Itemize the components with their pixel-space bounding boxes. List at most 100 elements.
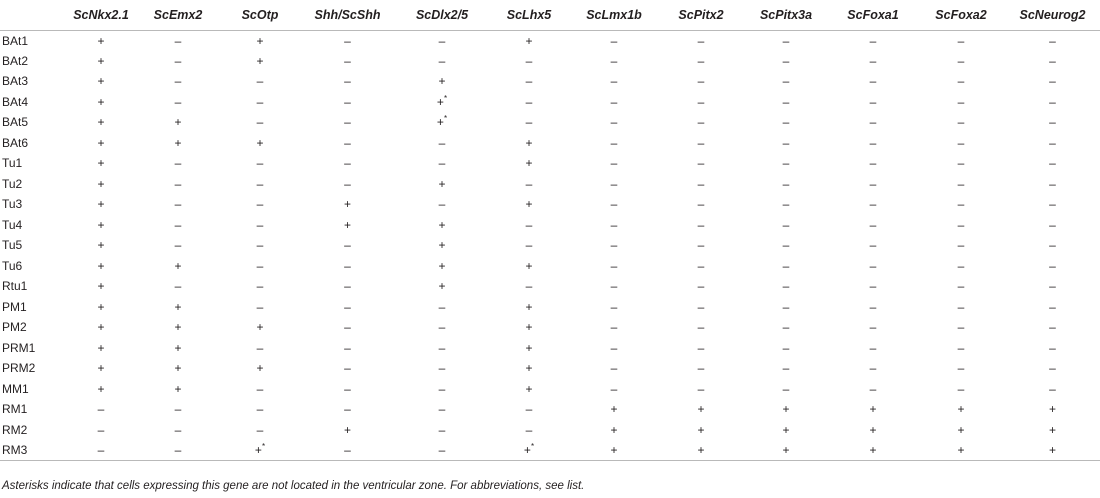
- header-row: ScNkx2.1 ScEmx2 ScOtp Shh/ScShh ScDlx2/5 ScLh…: [0, 0, 1100, 31]
- table-cell: –: [174, 422, 182, 437]
- table-cell: –: [97, 402, 105, 417]
- table-cell: +: [525, 361, 533, 376]
- table-cell: –: [1049, 217, 1056, 232]
- table-cell: –: [697, 115, 705, 130]
- row-label: RM1: [2, 402, 28, 417]
- table-cell: –: [869, 238, 877, 253]
- table-cell: –: [525, 115, 533, 130]
- expression-table: ScNkx2.1 ScEmx2 ScOtp Shh/ScShh ScDlx2/5 ScLh…: [0, 0, 1100, 461]
- table-cell: –: [344, 299, 351, 314]
- table-cell: –: [1049, 320, 1056, 335]
- table-cell: –: [869, 74, 877, 89]
- table-cell: –: [782, 279, 790, 294]
- table-cell: +: [97, 115, 105, 130]
- table-cell: –: [174, 53, 182, 68]
- column-header: ScPitx3a: [743, 0, 829, 31]
- table-cell: –: [610, 299, 618, 314]
- table-cell: –: [782, 197, 790, 212]
- table-cell: –: [1049, 53, 1056, 68]
- table-cell: +: [569, 440, 659, 461]
- table-cell: +: [343, 217, 351, 232]
- table-cell: –: [869, 176, 877, 191]
- table-row: BAt6 + + + – – + – – – – – –: [0, 133, 1100, 154]
- table-row: BAt2 + – + – – – – – – – – –: [0, 51, 1100, 72]
- cell-value: +: [254, 443, 262, 457]
- cell-value: +: [436, 115, 444, 130]
- table-cell: –: [782, 258, 790, 273]
- table-cell: –: [438, 135, 446, 150]
- table-cell: –: [610, 381, 618, 396]
- table-cell: +: [782, 402, 790, 417]
- table-cell: +: [343, 422, 351, 437]
- table-cell: –: [869, 135, 877, 150]
- table-cell: –: [697, 381, 705, 396]
- table-row: BAt4 + – – – +* – – – – – – –: [0, 92, 1100, 113]
- table-cell: –: [256, 258, 264, 273]
- row-label: Rtu1: [2, 279, 28, 294]
- table-cell: +: [174, 299, 182, 314]
- table-cell: +: [525, 135, 533, 150]
- table-cell: –: [782, 238, 790, 253]
- table-cell: –: [344, 176, 351, 191]
- table-cell: –: [344, 361, 351, 376]
- table-cell: –: [438, 156, 446, 171]
- table-cell: +: [697, 422, 705, 437]
- table-cell: –: [957, 299, 965, 314]
- asterisk-marker: *: [443, 114, 448, 124]
- table-cell: –: [697, 74, 705, 89]
- table-cell: +: [438, 238, 446, 253]
- row-label: BAt3: [2, 74, 29, 89]
- table-cell: –: [256, 156, 264, 171]
- table-cell: –: [300, 440, 395, 461]
- table-cell: +: [97, 197, 105, 212]
- table-cell: +: [438, 258, 446, 273]
- table-cell: –: [525, 402, 533, 417]
- table-cell: –: [344, 258, 351, 273]
- row-label: BAt1: [2, 33, 29, 48]
- table-cell: –: [174, 74, 182, 89]
- table-cell: +: [525, 340, 533, 355]
- table-cell: –: [697, 340, 705, 355]
- table-cell: –: [256, 176, 264, 191]
- asterisk-marker: *: [261, 442, 266, 451]
- table-cell: +: [869, 402, 877, 417]
- table-cell: –: [782, 53, 790, 68]
- table-cell: –: [1049, 156, 1056, 171]
- table-row: PRM2 + + + – – + – – – – – –: [0, 358, 1100, 379]
- row-label: MM1: [2, 381, 29, 396]
- table-cell: –: [438, 381, 446, 396]
- table-row: BAt3 + – – – + – – – – – – –: [0, 71, 1100, 92]
- table-cell: +: [256, 33, 264, 48]
- table-cell: –: [610, 279, 618, 294]
- table-cell: +: [174, 320, 182, 335]
- table-row: Tu6 + + – – + + – – – – – –: [0, 256, 1100, 277]
- table-cell: +: [697, 402, 705, 417]
- asterisk-marker: *: [443, 93, 448, 103]
- table-cell: –: [697, 299, 705, 314]
- table-cell: –: [697, 94, 705, 109]
- table-cell: –: [697, 258, 705, 273]
- table-cell: –: [610, 361, 618, 376]
- table-cell: –: [344, 74, 351, 89]
- table-cell: –: [782, 115, 790, 130]
- table-cell: –: [869, 299, 877, 314]
- table-cell: –: [256, 74, 264, 89]
- row-label: BAt6: [2, 135, 29, 150]
- table-cell: –: [525, 74, 533, 89]
- table-cell: –: [256, 422, 264, 437]
- table-cell: +: [343, 197, 351, 212]
- table-cell: +: [97, 94, 105, 109]
- table-cell: –: [957, 115, 965, 130]
- table-cell: +: [438, 74, 446, 89]
- table-cell: +: [438, 217, 446, 232]
- column-header: ScOtp: [220, 0, 300, 31]
- table-cell: –: [869, 217, 877, 232]
- row-label: BAt5: [2, 115, 29, 130]
- table-cell: –: [1049, 258, 1056, 273]
- row-label: Tu2: [2, 176, 23, 191]
- table-cell: –: [782, 176, 790, 191]
- table-cell: –: [344, 402, 351, 417]
- table-cell: –: [697, 53, 705, 68]
- table-cell: –: [957, 238, 965, 253]
- table-cell: +: [829, 440, 917, 461]
